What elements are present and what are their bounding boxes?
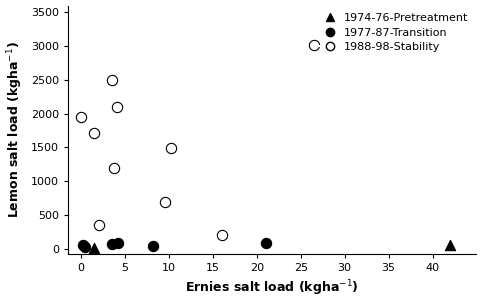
Point xyxy=(161,199,168,204)
Point xyxy=(110,165,118,170)
Point xyxy=(262,241,269,246)
Point xyxy=(108,78,116,82)
Point xyxy=(95,223,103,228)
Point xyxy=(167,146,174,150)
Point xyxy=(79,243,87,248)
Point xyxy=(149,244,157,249)
Point xyxy=(446,243,454,248)
Point xyxy=(108,242,116,247)
Point xyxy=(113,105,121,109)
Point xyxy=(77,115,85,119)
Point xyxy=(218,232,226,237)
Point xyxy=(81,244,89,249)
Point xyxy=(310,42,318,47)
Y-axis label: Lemon salt load (kgha$^{-1}$): Lemon salt load (kgha$^{-1}$) xyxy=(6,41,25,218)
Legend: 1974-76-Pretreatment, 1977-87-Transition, 1988-98-Stability: 1974-76-Pretreatment, 1977-87-Transition… xyxy=(317,11,471,54)
Point xyxy=(90,245,98,250)
Point xyxy=(90,130,98,135)
Point xyxy=(114,241,122,246)
X-axis label: Ernies salt load (kgha$^{-1}$): Ernies salt load (kgha$^{-1}$) xyxy=(185,279,359,299)
